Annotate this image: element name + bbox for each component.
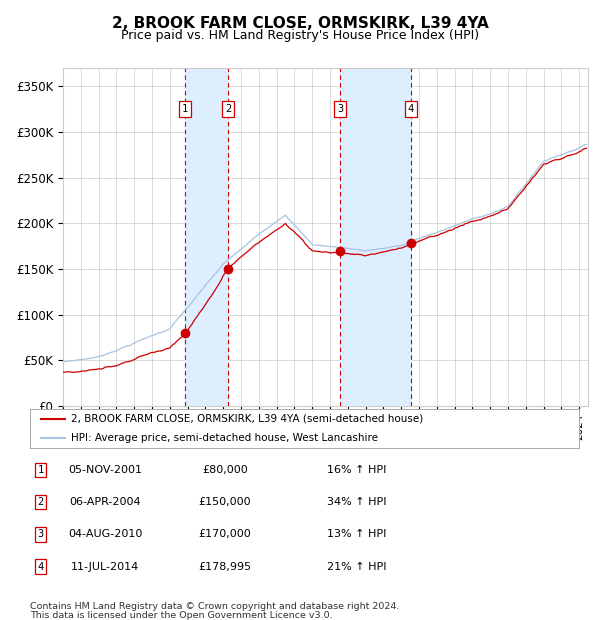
- Text: Price paid vs. HM Land Registry's House Price Index (HPI): Price paid vs. HM Land Registry's House …: [121, 29, 479, 42]
- Text: 06-APR-2004: 06-APR-2004: [69, 497, 141, 507]
- Text: 2: 2: [38, 497, 44, 507]
- Text: 05-NOV-2001: 05-NOV-2001: [68, 465, 142, 475]
- Text: This data is licensed under the Open Government Licence v3.0.: This data is licensed under the Open Gov…: [30, 611, 332, 619]
- Text: 1: 1: [182, 104, 188, 114]
- Text: Contains HM Land Registry data © Crown copyright and database right 2024.: Contains HM Land Registry data © Crown c…: [30, 602, 400, 611]
- Text: 2: 2: [225, 104, 231, 114]
- Text: 3: 3: [38, 529, 44, 539]
- Text: 4: 4: [38, 562, 44, 572]
- Text: 16% ↑ HPI: 16% ↑ HPI: [327, 465, 386, 475]
- Text: 21% ↑ HPI: 21% ↑ HPI: [327, 562, 386, 572]
- Text: £150,000: £150,000: [199, 497, 251, 507]
- Text: 4: 4: [407, 104, 413, 114]
- Text: 3: 3: [337, 104, 344, 114]
- Bar: [340, 68, 410, 406]
- Text: £80,000: £80,000: [202, 465, 248, 475]
- Bar: [185, 68, 228, 406]
- Text: £170,000: £170,000: [199, 529, 251, 539]
- Text: 1: 1: [38, 465, 44, 475]
- Text: 11-JUL-2014: 11-JUL-2014: [71, 562, 139, 572]
- Text: 34% ↑ HPI: 34% ↑ HPI: [327, 497, 386, 507]
- Text: 04-AUG-2010: 04-AUG-2010: [68, 529, 142, 539]
- Text: £178,995: £178,995: [199, 562, 251, 572]
- Text: 13% ↑ HPI: 13% ↑ HPI: [327, 529, 386, 539]
- Text: 2, BROOK FARM CLOSE, ORMSKIRK, L39 4YA (semi-detached house): 2, BROOK FARM CLOSE, ORMSKIRK, L39 4YA (…: [71, 414, 424, 424]
- Text: HPI: Average price, semi-detached house, West Lancashire: HPI: Average price, semi-detached house,…: [71, 433, 378, 443]
- Text: 2, BROOK FARM CLOSE, ORMSKIRK, L39 4YA: 2, BROOK FARM CLOSE, ORMSKIRK, L39 4YA: [112, 16, 488, 31]
